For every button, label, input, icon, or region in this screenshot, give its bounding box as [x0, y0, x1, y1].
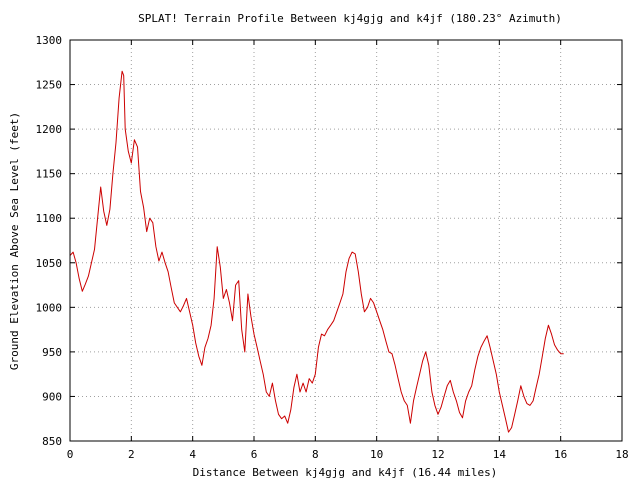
y-axis-label: Ground Elevation Above Sea Level (feet) — [8, 112, 21, 370]
y-tick-label: 950 — [42, 346, 62, 359]
grid-lines — [70, 40, 622, 441]
tick-labels: 0 2 4 6 8 10 12 14 16 18 850 900 950 1000 1050 1100 1150… — [36, 34, 629, 461]
chart-title: SPLAT! Terrain Profile Between kj4gjg an… — [138, 12, 562, 25]
y-tick-label: 900 — [42, 390, 62, 403]
x-tick-label: 0 — [67, 448, 74, 461]
y-tick-label: 850 — [42, 435, 62, 448]
x-axis-label: Distance Between kj4gjg and k4jf (16.44 … — [193, 466, 498, 479]
plot-frame — [69, 39, 623, 442]
x-tick-label: 2 — [128, 448, 135, 461]
y-tick-label: 1000 — [36, 301, 63, 314]
terrain-profile-line — [69, 70, 564, 433]
x-tick-label: 4 — [189, 448, 196, 461]
series-group — [69, 70, 564, 433]
x-tick-label: 8 — [312, 448, 319, 461]
y-tick-label: 1250 — [36, 79, 63, 92]
x-tick-label: 10 — [370, 448, 383, 461]
y-tick-label: 1050 — [36, 257, 63, 270]
y-tick-label: 1150 — [36, 168, 63, 181]
y-tick-label: 1300 — [36, 34, 63, 47]
x-tick-label: 18 — [615, 448, 628, 461]
x-tick-label: 14 — [493, 448, 507, 461]
x-tick-label: 6 — [251, 448, 258, 461]
x-tick-label: 12 — [431, 448, 444, 461]
y-tick-label: 1100 — [36, 212, 63, 225]
y-tick-label: 1200 — [36, 123, 63, 136]
axis-ticks — [69, 39, 623, 442]
x-tick-label: 16 — [554, 448, 567, 461]
